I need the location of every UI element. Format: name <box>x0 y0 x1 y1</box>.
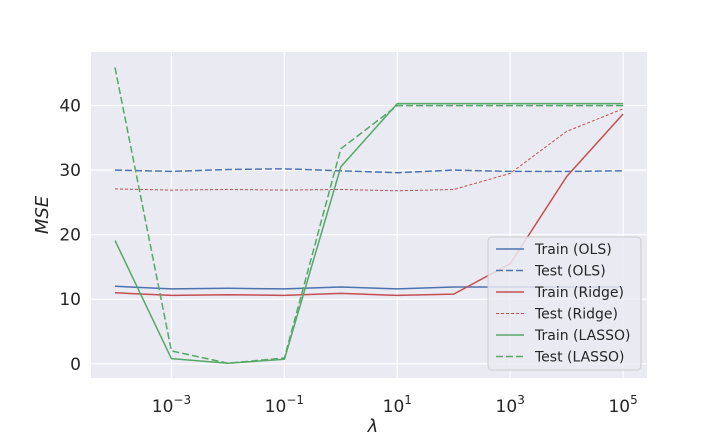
x-tick-label: 101 <box>383 393 412 417</box>
legend-label: Test (OLS) <box>534 264 606 280</box>
series-line-test-lasso <box>114 67 624 364</box>
legend-label: Train (LASSO) <box>534 328 630 344</box>
y-tick-label: 40 <box>59 97 81 117</box>
legend-box <box>487 236 642 371</box>
x-tick-label: 10−3 <box>152 393 191 417</box>
legend-label: Train (Ridge) <box>534 285 624 301</box>
x-tick-label: 105 <box>608 393 637 417</box>
legend-label: Test (LASSO) <box>534 350 624 366</box>
x-axis-label: λ <box>367 416 379 432</box>
series-line-train-lasso <box>114 102 624 364</box>
y-tick-label: 30 <box>59 161 81 181</box>
legend: Train (OLS) Test (OLS) Train (Ridge) Test (… <box>487 236 642 371</box>
x-tick-label: 103 <box>496 393 525 417</box>
y-axis-label: MSE <box>32 195 53 234</box>
series-line-test-ridge <box>114 108 624 192</box>
y-tick-label: 10 <box>59 290 81 310</box>
series-line-train-ridge <box>114 113 624 297</box>
legend-label: Test (Ridge) <box>534 307 618 323</box>
y-tick-label: 20 <box>59 226 81 246</box>
legend-label: Train (OLS) <box>534 242 612 258</box>
series-line-test-ols <box>114 168 624 174</box>
y-tick-label: 0 <box>70 355 81 375</box>
x-tick-label: 10−1 <box>265 393 304 417</box>
